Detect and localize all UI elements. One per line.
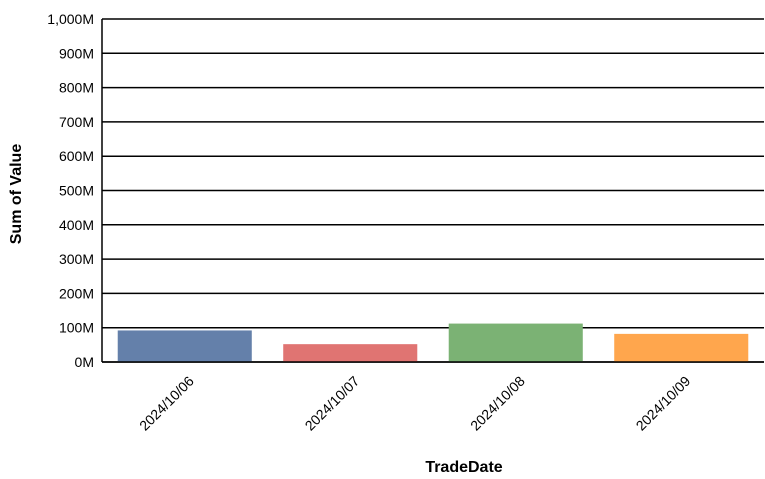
y-tick-label: 300M: [59, 251, 94, 267]
x-tick-label: 2024/10/08: [467, 373, 528, 434]
y-tick-label: 900M: [59, 45, 94, 61]
y-tick-label: 600M: [59, 148, 94, 164]
y-tick-label: 700M: [59, 114, 94, 130]
y-tick-label: 500M: [59, 183, 94, 199]
bar-2024/10/07: [283, 344, 418, 362]
x-tick-label: 2024/10/06: [136, 373, 197, 434]
y-tick-label: 100M: [59, 320, 94, 336]
y-tick-label: 1,000M: [47, 11, 94, 27]
bar-2024/10/08: [448, 323, 583, 362]
bars: [102, 323, 764, 363]
y-tick-label: 0M: [75, 354, 94, 370]
x-tick-labels: 2024/10/06 2024/10/07 2024/10/08 2024/10/09: [136, 373, 694, 434]
bar-2024/10/06: [117, 330, 252, 362]
y-tick-label: 200M: [59, 285, 94, 301]
x-tick-label: 2024/10/07: [302, 373, 363, 434]
y-tick-labels: 0M 100M 200M 300M 400M 500M 600M 700M 800M 900M 1,…: [47, 11, 94, 370]
gridlines: [101, 18, 764, 363]
y-tick-label: 400M: [59, 217, 94, 233]
y-tick-label: 800M: [59, 80, 94, 96]
x-tick-label: 2024/10/09: [633, 373, 694, 434]
y-axis-title: Sum of Value: [8, 144, 25, 245]
x-axis-title: TradeDate: [425, 459, 502, 476]
bar-2024/10/09: [614, 333, 749, 362]
